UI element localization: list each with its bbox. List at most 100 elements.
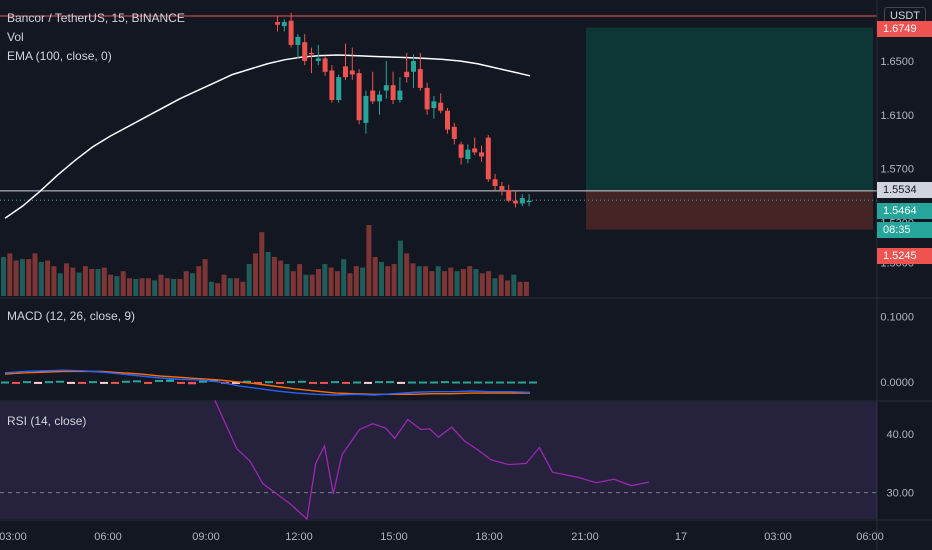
volume-bar (13, 260, 19, 296)
candle-body (451, 126, 457, 139)
volume-bar (190, 273, 195, 296)
macd-histogram-bar (507, 381, 515, 384)
volume-bar (423, 266, 429, 296)
volume-bar (26, 259, 32, 296)
volume-bar (309, 274, 315, 296)
candle-body (519, 198, 525, 204)
candle-body (315, 58, 321, 62)
target-price-tag: 1.6749 (877, 21, 932, 37)
volume-bar (57, 273, 63, 296)
macd-histogram-bar (485, 381, 493, 384)
macd-tick-label: 0.1000 (880, 312, 914, 324)
volume-bar (108, 274, 114, 296)
volume-bar (347, 273, 353, 296)
candle-body (281, 22, 287, 27)
target-zone (586, 27, 873, 191)
candle-body (417, 69, 423, 88)
volume-bar (429, 271, 435, 296)
volume-bar (372, 256, 378, 296)
macd-histogram-bar (243, 380, 251, 383)
volume-bar (379, 261, 384, 296)
ema-legend: EMA (100, close, 0) (7, 49, 112, 63)
volume-bar (366, 225, 372, 296)
macd-histogram-bar (78, 381, 86, 384)
time-tick-label: 21:00 (571, 531, 599, 543)
macd-histogram-bar (419, 381, 427, 384)
volume-bar (38, 261, 44, 296)
macd-histogram-bar (452, 381, 460, 384)
volume-bar (120, 271, 126, 296)
volume-bar (64, 263, 69, 296)
macd-histogram-bar (364, 381, 372, 384)
volume-bar (101, 267, 107, 296)
time-tick-label: 03:00 (764, 531, 792, 543)
macd-histogram-bar (34, 381, 42, 384)
candle-body (370, 90, 376, 102)
current-price-tag: 1.5464 (877, 203, 932, 219)
candle-body (445, 110, 450, 130)
candle-body (499, 185, 505, 191)
volume-bar (32, 253, 38, 296)
macd-histogram-bar (474, 381, 482, 384)
stop-price-tag: 1.5245 (877, 248, 932, 264)
macd-histogram-bar (100, 381, 108, 384)
macd-histogram-bar (397, 381, 405, 384)
time-tick-label: 06:00 (856, 531, 884, 543)
volume-bar (259, 232, 265, 296)
candle-body (295, 36, 301, 45)
volume-bar (215, 283, 221, 296)
macd-histogram-bar (254, 381, 262, 384)
time-tick-label: 15:00 (380, 531, 408, 543)
volume-bar (328, 267, 334, 296)
macd-histogram-bar (199, 380, 207, 383)
volume-bar (183, 271, 189, 296)
volume-bar (479, 273, 485, 296)
macd-legend: MACD (12, 26, close, 9) (7, 309, 136, 323)
volume-bar (51, 266, 57, 296)
volume-bar (145, 278, 151, 296)
volume-bar (442, 271, 447, 296)
volume-bar (334, 271, 340, 296)
candle-body (526, 200, 532, 203)
price-tick-label: 1.6100 (880, 110, 914, 122)
candle-body (302, 42, 308, 62)
volume-bar (127, 278, 132, 296)
countdown-tag: 08:35 (877, 222, 932, 238)
macd-histogram-bar (232, 381, 240, 384)
volume-bar (246, 264, 252, 296)
volume-bar (322, 264, 328, 296)
volume-bar (221, 274, 227, 296)
time-tick-label: 06:00 (94, 531, 122, 543)
candle-body (479, 152, 484, 157)
rsi-band (0, 402, 877, 519)
last-price-tag: 1.5534 (877, 182, 932, 198)
volume-bar (158, 274, 164, 296)
volume-bar (7, 253, 13, 296)
volume-bar (114, 276, 120, 296)
macd-histogram-bar (111, 381, 119, 384)
candle-body (472, 148, 478, 153)
volume-bar (391, 264, 397, 296)
candle-body (288, 20, 294, 45)
volume-bar (278, 260, 284, 296)
volume-bar (316, 269, 321, 296)
volume-bar (492, 278, 498, 296)
volume-bar (202, 259, 208, 296)
volume-bar (45, 260, 51, 296)
macd-histogram-bar (287, 381, 295, 384)
macd-histogram-bar (342, 381, 350, 384)
volume-bar (448, 267, 454, 296)
macd-histogram-bar (518, 381, 526, 384)
macd-histogram-bar (144, 381, 152, 384)
volume-bar (196, 266, 202, 296)
macd-histogram-bar (309, 381, 317, 384)
rsi-tick-label: 30.00 (886, 488, 914, 500)
volume-bar (303, 274, 309, 296)
time-tick-label: 09:00 (192, 531, 220, 543)
macd-line (4, 369, 531, 396)
volume-bar (385, 266, 391, 296)
volume-bar (416, 266, 422, 296)
volume-bar (360, 267, 366, 296)
macd-histogram-bar (56, 380, 64, 383)
